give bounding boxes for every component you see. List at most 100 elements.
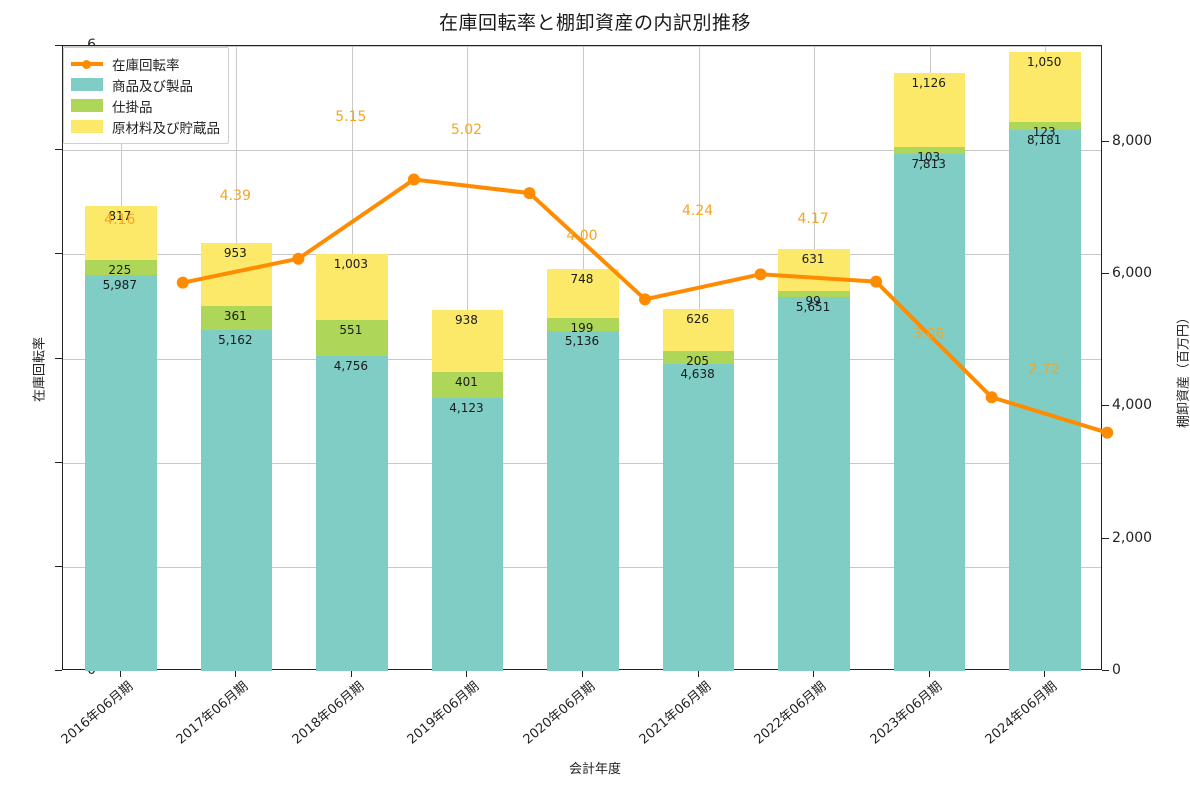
bar-segment-label: 5,651 [795, 300, 831, 315]
bar-segment-label: 123 [1032, 124, 1056, 139]
gridline-horizontal [63, 254, 1101, 256]
y-axis-right-title: 棚卸資産（百万円） [1176, 311, 1190, 429]
turnover-line [180, 177, 1110, 435]
legend-color-swatch [71, 99, 103, 112]
turnover-point [292, 252, 305, 265]
legend-line-marker-icon [71, 57, 103, 70]
bar-segment-label: 817 [108, 209, 132, 224]
bar-segment-label: 401 [454, 374, 478, 389]
turnover-point [1101, 426, 1114, 439]
bar-segment-label: 5,136 [564, 334, 600, 349]
bar-segment-label: 99 [805, 293, 821, 308]
legend-color-swatch [71, 120, 103, 133]
y-axis-right-tick-mark [1102, 670, 1109, 671]
bar-segment [547, 268, 619, 319]
bar-segment [547, 331, 619, 671]
x-axis-tick-mark [350, 670, 352, 677]
turnover-point-label: 5.02 [450, 122, 483, 139]
bar-segment [893, 154, 966, 671]
x-axis-tick-mark [1044, 670, 1046, 677]
y-axis-left-tick-mark [55, 253, 62, 255]
y-axis-left-tick-mark [55, 565, 62, 567]
gridline-horizontal [63, 150, 1101, 152]
bar-segment [431, 309, 504, 372]
legend-item[interactable]: 商品及び製品 [71, 74, 220, 95]
bar-segment-label: 748 [570, 271, 594, 286]
bar-segment [316, 253, 388, 320]
bar-segment [893, 72, 966, 148]
turnover-point [639, 293, 651, 306]
y-axis-right-tick-mark [1102, 140, 1109, 142]
y-axis-left-tick-mark [55, 670, 62, 671]
x-axis-tick-mark [697, 670, 699, 677]
legend-item-label: 在庫回転率 [112, 57, 180, 74]
turnover-point-label: 2.72 [1028, 361, 1060, 378]
turnover-point [985, 391, 998, 404]
turnover-point-label: 3.06 [913, 326, 945, 343]
bar-segment [547, 318, 619, 332]
bar-segment [431, 371, 504, 399]
turnover-point-label: 4.17 [797, 210, 829, 227]
bar-segment-label: 5,987 [102, 278, 137, 293]
legend-item-label: 原材料及び貯蔵品 [112, 120, 220, 137]
bar-segment [662, 364, 735, 671]
legend-color-swatch [71, 78, 103, 91]
bar-segment-label: 1,126 [911, 75, 946, 90]
x-axis-tick-mark [235, 670, 237, 677]
bar-segment-label: 4,756 [333, 359, 369, 374]
bar-segment-label: 4,123 [449, 401, 484, 416]
y-axis-left-tick-mark [55, 357, 62, 359]
bar-segment [778, 290, 850, 298]
turnover-point [754, 268, 767, 281]
bar-segment-label: 4,638 [680, 367, 715, 382]
bar-segment-label: 631 [801, 251, 825, 266]
y-axis-right-tick-label: 6,000 [1112, 265, 1153, 282]
bar-segment-label: 5,162 [218, 332, 253, 347]
bar-segment [662, 309, 735, 351]
turnover-point-label: 4.00 [566, 228, 598, 245]
bar-segment [1009, 121, 1082, 130]
bar-segment [200, 329, 273, 671]
turnover-point [523, 187, 536, 200]
bar-segment [84, 275, 157, 671]
y-axis-right-tick-label: 0 [1112, 662, 1121, 678]
y-axis-right-tick-mark [1102, 537, 1109, 539]
bar-segment-label: 7,813 [911, 157, 946, 172]
bar-segment [893, 147, 966, 155]
y-axis-left-title: 在庫回転率 [32, 337, 48, 403]
turnover-point-label: 5.15 [335, 108, 367, 125]
bar-segment [84, 260, 157, 276]
chart-title: 在庫回転率と棚卸資産の内訳別推移 [438, 12, 751, 34]
gridline-horizontal [63, 46, 1101, 47]
bar-segment [200, 242, 273, 306]
y-axis-right-tick-mark [1102, 273, 1109, 275]
turnover-point-label: 4.24 [681, 203, 714, 220]
x-axis-tick-mark [466, 670, 468, 677]
bar-segment [84, 206, 157, 261]
x-axis-tick-label: 2016年06月期 [58, 679, 136, 748]
bar-segment-label: 551 [339, 323, 363, 337]
bar-segment [778, 248, 850, 291]
y-axis-left-tick-mark [55, 45, 62, 46]
legend-item-label: 商品及び製品 [112, 78, 193, 95]
bar-segment [1009, 129, 1082, 671]
legend-item-label: 仕掛品 [112, 99, 153, 116]
bar-segment-label: 953 [223, 245, 247, 260]
x-axis-tick-mark [582, 670, 583, 677]
bar-segment-label: 103 [917, 150, 941, 165]
bar-segment [431, 398, 504, 671]
plot-area [62, 45, 1114, 671]
legend-item[interactable]: 仕掛品 [71, 95, 220, 116]
x-axis-tick-mark [119, 670, 121, 677]
legend-item[interactable]: 原材料及び貯蔵品 [71, 116, 220, 137]
bar-segment-label: 938 [454, 312, 478, 327]
bar-segment [778, 297, 850, 671]
x-axis-tick-mark [928, 670, 930, 677]
turnover-point [176, 276, 189, 289]
legend-item[interactable]: 在庫回転率 [71, 53, 220, 74]
bar-segment-label: 361 [223, 308, 247, 323]
bar-segment-label: 626 [686, 312, 709, 327]
bar-segment [662, 350, 735, 365]
chart-legend: 在庫回転率商品及び製品 仕掛品原材料及び貯蔵品 [63, 47, 229, 144]
